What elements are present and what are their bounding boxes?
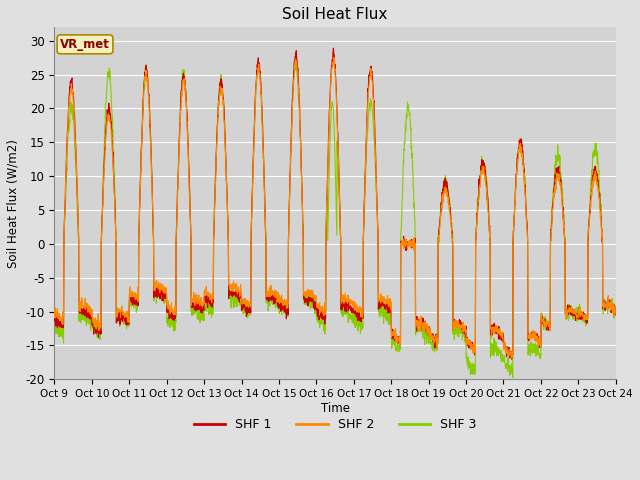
SHF 3 bbox=[563, 311, 570, 317]
SHF 1 bbox=[563, 311, 570, 316]
SHF 3 bbox=[612, 309, 620, 315]
SHF 3 bbox=[579, 314, 586, 320]
SHF 2 bbox=[51, 310, 58, 315]
SHF 3 bbox=[51, 315, 58, 321]
SHF 1 bbox=[364, 94, 372, 100]
Text: VR_met: VR_met bbox=[60, 38, 110, 51]
SHF 1 bbox=[351, 308, 359, 313]
SHF 1 bbox=[508, 356, 516, 362]
SHF 2 bbox=[364, 103, 372, 108]
Line: SHF 1: SHF 1 bbox=[54, 48, 616, 359]
SHF 2 bbox=[207, 293, 215, 299]
SHF 1 bbox=[612, 309, 620, 314]
Line: SHF 2: SHF 2 bbox=[54, 57, 616, 358]
Legend: SHF 1, SHF 2, SHF 3: SHF 1, SHF 2, SHF 3 bbox=[189, 413, 481, 436]
SHF 1 bbox=[330, 45, 337, 51]
SHF 3 bbox=[351, 313, 359, 319]
SHF 1 bbox=[207, 302, 215, 308]
SHF 2 bbox=[499, 334, 506, 339]
SHF 2 bbox=[351, 301, 359, 307]
Line: SHF 3: SHF 3 bbox=[54, 55, 616, 378]
Y-axis label: Soil Heat Flux (W/m2): Soil Heat Flux (W/m2) bbox=[7, 139, 20, 268]
SHF 3 bbox=[207, 307, 215, 313]
SHF 3 bbox=[509, 375, 516, 381]
SHF 3 bbox=[292, 52, 300, 58]
X-axis label: Time: Time bbox=[321, 402, 349, 415]
SHF 2 bbox=[508, 355, 515, 360]
SHF 2 bbox=[330, 54, 338, 60]
SHF 3 bbox=[364, 128, 372, 133]
SHF 2 bbox=[579, 313, 586, 319]
SHF 1 bbox=[579, 312, 586, 318]
SHF 2 bbox=[612, 309, 620, 315]
SHF 1 bbox=[499, 338, 506, 344]
SHF 1 bbox=[51, 311, 58, 317]
SHF 3 bbox=[499, 355, 506, 360]
SHF 2 bbox=[563, 305, 570, 311]
Title: Soil Heat Flux: Soil Heat Flux bbox=[282, 7, 388, 22]
